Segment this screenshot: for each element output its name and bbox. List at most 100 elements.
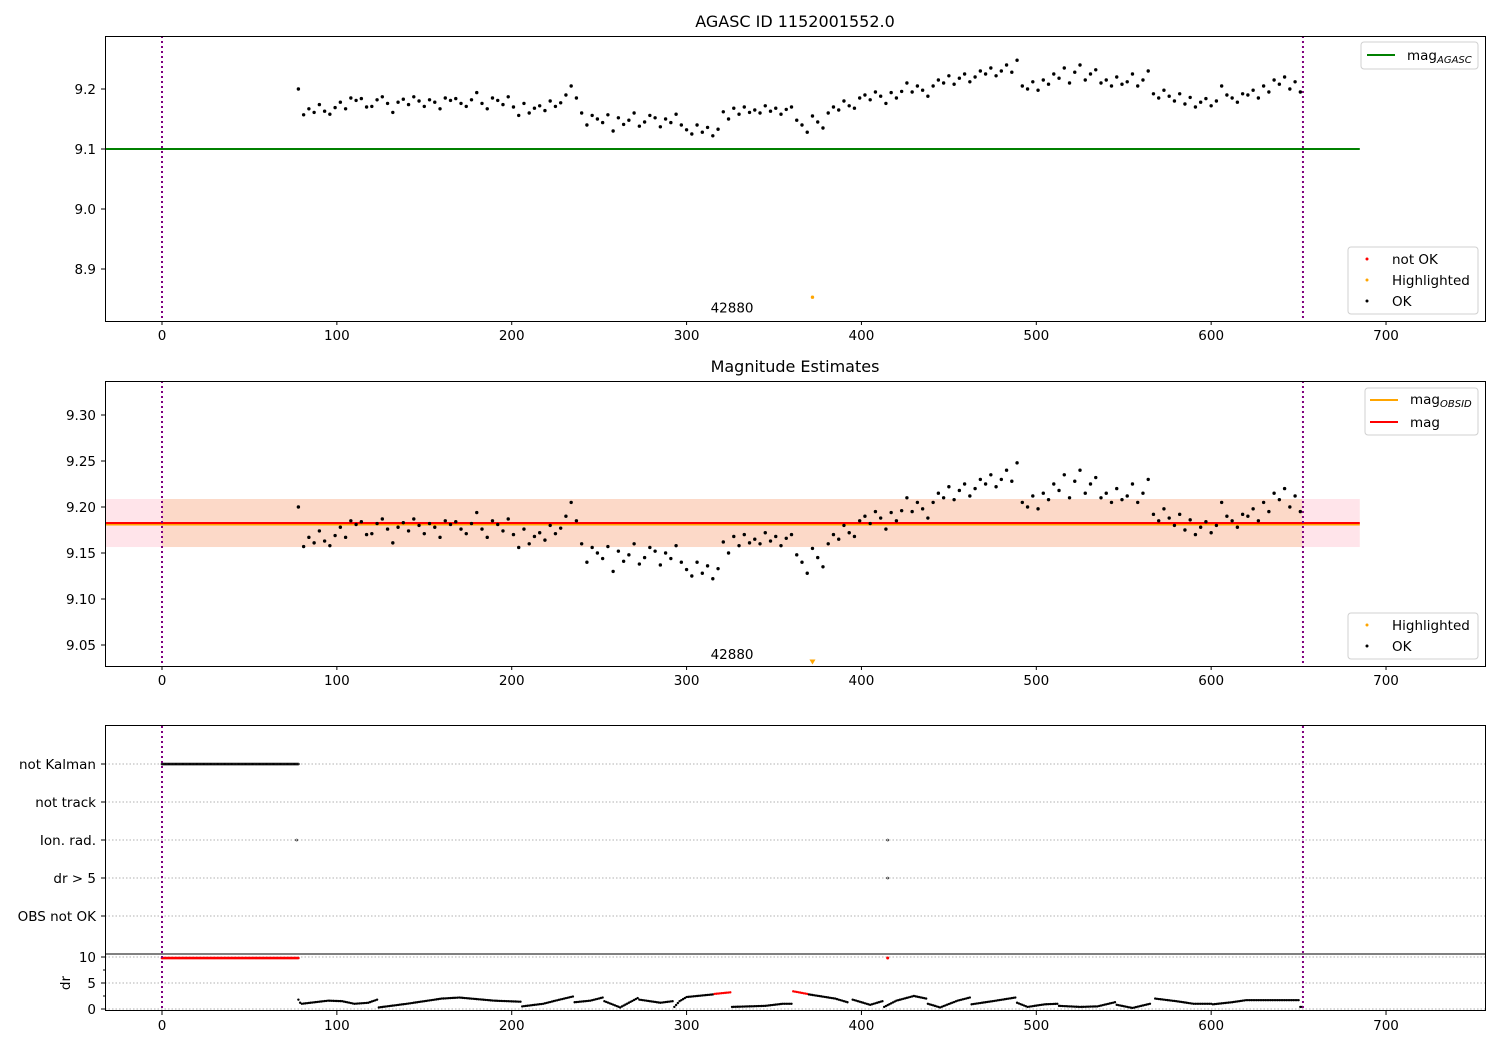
ok-point: [857, 96, 862, 100]
dr-point: [508, 1000, 512, 1003]
ok-point: [962, 482, 967, 486]
ok-point: [1172, 523, 1177, 528]
ok-point: [1225, 93, 1229, 97]
dr-not-ok-point: [720, 992, 723, 995]
dr-point: [760, 1004, 763, 1008]
dr-point: [445, 997, 449, 1000]
dr-point: [764, 1004, 767, 1008]
dr-point: [664, 1000, 667, 1004]
ok-point: [1120, 497, 1124, 502]
ok-point: [354, 98, 358, 103]
dr-point: [582, 1000, 585, 1003]
ok-point: [1293, 80, 1297, 84]
dr-point: [463, 996, 466, 1000]
ok-point: [1031, 80, 1035, 84]
dr-point: [1173, 999, 1176, 1003]
ok-point: [1246, 514, 1250, 518]
ok-point: [1256, 96, 1261, 100]
ok-point: [1219, 500, 1224, 505]
ok-point: [417, 99, 421, 103]
legend-mag-points: Highlighted OK: [1347, 612, 1479, 660]
dr-point: [339, 999, 342, 1003]
dr-point: [1292, 998, 1295, 1002]
ok-point: [1235, 525, 1240, 529]
ok-point: [721, 540, 726, 544]
ok-point: [585, 123, 589, 127]
ok-point: [490, 96, 495, 100]
ok-point: [548, 99, 552, 103]
ok-point: [1157, 519, 1161, 523]
ok-point: [333, 105, 337, 110]
ok-point: [1214, 99, 1219, 103]
dr-point: [776, 1003, 779, 1006]
ok-point: [632, 111, 636, 115]
ok-point: [1251, 88, 1255, 92]
dr-point: [1202, 1002, 1206, 1005]
flag-point: [297, 762, 300, 766]
dr-point: [1272, 998, 1276, 1002]
flag-point: [886, 876, 889, 880]
dr-point: [1227, 1001, 1230, 1004]
ok-point: [448, 98, 453, 103]
dr-point: [1285, 998, 1288, 1002]
ok-point: [433, 100, 437, 104]
dr-point: [384, 1005, 388, 1008]
ok-point: [396, 100, 400, 104]
dr-point: [580, 1000, 583, 1003]
dr-point: [846, 1001, 849, 1004]
dr-point: [531, 1003, 534, 1007]
ok-point: [920, 507, 925, 511]
ok-point: [910, 90, 914, 94]
ok-point: [1193, 532, 1198, 537]
ok-point: [511, 532, 516, 537]
dr-point: [325, 999, 328, 1003]
ok-point: [364, 105, 369, 109]
ok-point: [957, 488, 962, 493]
ok-point: [810, 546, 815, 551]
ok-point: [1183, 528, 1187, 532]
dr-point: [1267, 998, 1271, 1002]
ok-point: [517, 113, 521, 118]
ok-point: [894, 96, 899, 100]
dr-point: [1199, 1002, 1202, 1005]
ok-point: [878, 94, 883, 98]
ok-point: [779, 112, 783, 116]
x-tick-label: 600: [1198, 673, 1224, 689]
dr-point: [699, 994, 702, 997]
dr-point: [395, 1003, 398, 1007]
dr-point: [498, 999, 501, 1003]
ok-point: [317, 102, 322, 107]
dr-point: [681, 997, 685, 1001]
ok-point: [978, 69, 983, 73]
ok-point: [1094, 68, 1098, 72]
ok-point: [973, 75, 977, 79]
ok-point: [1188, 95, 1192, 100]
dr-point: [487, 999, 491, 1002]
dr-point: [753, 1005, 756, 1008]
ok-point: [999, 477, 1004, 482]
dr-point: [300, 1002, 304, 1005]
dr-point: [493, 999, 496, 1002]
ok-point: [485, 107, 489, 111]
dr-point: [1276, 998, 1279, 1002]
ok-point: [947, 485, 951, 489]
ok-point: [1162, 507, 1166, 511]
ok-point: [931, 500, 935, 505]
ok-point: [496, 522, 500, 527]
ok-point: [564, 514, 568, 518]
dr-point: [1192, 1002, 1195, 1005]
dr-point: [1162, 998, 1166, 1001]
ok-point: [726, 551, 731, 555]
dr-point: [328, 999, 332, 1002]
ok-point: [737, 112, 741, 116]
ok-point: [700, 571, 705, 575]
legend-marker-highlighted: [1365, 623, 1369, 627]
ok-point: [690, 574, 694, 578]
dr-point: [785, 1002, 788, 1005]
dr-point: [1218, 1002, 1222, 1005]
ok-point: [711, 134, 715, 138]
dr-point: [1054, 1002, 1057, 1006]
dr-point: [669, 1000, 673, 1003]
ok-point: [700, 130, 705, 134]
ok-point: [816, 555, 820, 560]
